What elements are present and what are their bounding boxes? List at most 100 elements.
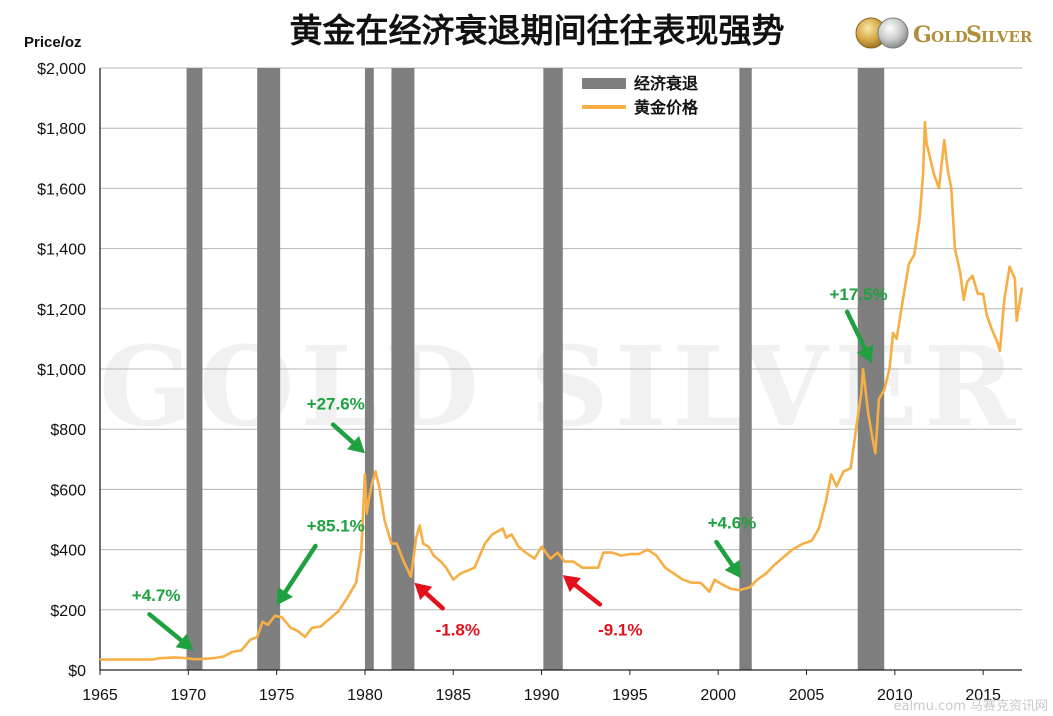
data-point-0-6 xyxy=(193,658,195,660)
data-point-0-50 xyxy=(484,542,486,545)
y-tick-label-2: $400 xyxy=(50,543,86,560)
data-point-0-87 xyxy=(784,555,786,557)
logo-text-old: OLD xyxy=(931,28,968,46)
data-point-0-37 xyxy=(403,561,405,563)
data-point-0-99 xyxy=(862,368,864,370)
annotation-arrow-head-1 xyxy=(276,586,293,606)
data-point-0-22 xyxy=(320,625,322,627)
annotation-arrow-head-3 xyxy=(414,582,433,601)
data-point-0-34 xyxy=(383,518,385,521)
data-point-0-11 xyxy=(240,649,242,652)
data-point-0-7 xyxy=(201,658,204,660)
data-point-0-33 xyxy=(378,485,380,487)
data-point-0-90 xyxy=(811,539,813,542)
data-point-0-79 xyxy=(714,579,716,581)
corner-watermark: ealmu.com 马赛克资讯网 xyxy=(893,698,1048,714)
data-point-0-74 xyxy=(673,573,675,575)
y-tick-label-10: $2,000 xyxy=(37,61,86,78)
data-point-0-18 xyxy=(290,627,292,629)
data-point-0-12 xyxy=(249,639,251,641)
data-point-0-32 xyxy=(374,470,377,472)
data-point-0-20 xyxy=(304,636,306,638)
data-point-0-21 xyxy=(311,627,313,629)
annotation-arrow-shaft-1 xyxy=(283,543,318,595)
x-tick-label-3: 1980 xyxy=(347,687,383,704)
data-point-0-0 xyxy=(99,658,101,661)
data-point-0-64 xyxy=(590,567,592,569)
data-point-0-94 xyxy=(835,485,838,487)
annotation-arrow-shaft-0 xyxy=(147,612,184,643)
data-point-0-55 xyxy=(518,545,520,548)
data-point-0-78 xyxy=(708,591,710,593)
data-point-0-54 xyxy=(510,533,513,536)
annotation-label-5: +4.6% xyxy=(708,514,757,533)
annotation-label-6: +17.5% xyxy=(829,285,887,304)
data-point-0-1 xyxy=(134,658,136,661)
annotation-arrow-head-5 xyxy=(724,559,742,579)
x-tick-label-0: 1965 xyxy=(82,687,118,704)
data-point-0-38 xyxy=(410,576,412,578)
data-point-0-8 xyxy=(214,657,216,659)
axes xyxy=(99,68,1022,671)
data-point-0-137 xyxy=(1021,287,1023,289)
data-point-0-85 xyxy=(765,573,767,575)
data-point-0-52 xyxy=(502,527,504,530)
data-point-0-84 xyxy=(756,579,758,581)
data-point-0-116 xyxy=(933,172,935,174)
silver-coin-icon xyxy=(877,17,909,49)
data-point-0-107 xyxy=(895,338,898,340)
data-point-0-109 xyxy=(908,263,910,265)
data-point-0-43 xyxy=(433,555,435,557)
annotation-arrow-shaft-6 xyxy=(844,309,868,351)
data-point-0-29 xyxy=(366,512,368,515)
legend-label-gold: 黄金价格 xyxy=(634,98,699,117)
y-tick-label-9: $1,800 xyxy=(37,121,86,138)
data-point-0-71 xyxy=(646,549,649,551)
data-point-0-28 xyxy=(364,473,366,475)
data-point-0-121 xyxy=(954,248,956,250)
data-point-0-112 xyxy=(922,172,924,174)
y-tick-label-6: $1,200 xyxy=(37,302,86,319)
recession-band-4 xyxy=(543,68,563,670)
annotation-arrow-head-2 xyxy=(347,435,365,454)
y-tick-label-7: $1,400 xyxy=(37,242,86,259)
recession-band-0 xyxy=(186,68,203,670)
data-point-0-47 xyxy=(459,573,461,575)
data-point-0-68 xyxy=(620,555,622,557)
data-point-0-46 xyxy=(452,579,454,581)
x-tick-labels: 1965 1970 1975 1980 1985 1990 1995 2000 2005 2010… xyxy=(82,670,1001,704)
data-point-0-102 xyxy=(874,452,876,454)
data-point-0-100 xyxy=(867,413,869,415)
x-tick-label-4: 1985 xyxy=(435,687,471,704)
data-point-0-98 xyxy=(860,392,862,394)
data-point-0-110 xyxy=(913,254,915,256)
data-point-0-23 xyxy=(329,618,331,620)
data-point-0-108 xyxy=(901,305,903,307)
data-point-0-105 xyxy=(888,368,891,370)
brand-logo: G OLD S ILVER xyxy=(855,17,1033,49)
data-point-0-113 xyxy=(924,121,926,123)
data-point-0-119 xyxy=(947,169,949,171)
data-point-0-73 xyxy=(664,567,666,569)
data-point-0-82 xyxy=(738,589,740,591)
data-point-0-25 xyxy=(346,597,348,599)
data-point-0-62 xyxy=(572,561,574,563)
data-point-0-95 xyxy=(843,470,845,472)
data-point-0-77 xyxy=(699,582,702,584)
data-point-0-134 xyxy=(1014,278,1016,280)
data-point-0-92 xyxy=(825,500,827,503)
data-point-0-9 xyxy=(223,655,225,658)
annotation-arrow-head-6 xyxy=(856,344,874,363)
data-point-0-128 xyxy=(986,314,988,316)
data-point-0-129 xyxy=(991,329,993,331)
data-point-0-111 xyxy=(918,217,921,220)
data-point-0-48 xyxy=(466,570,468,572)
chart-title: 黄金在经济衰退期间往往表现强势 xyxy=(290,11,785,50)
annotation-arrow-head-0 xyxy=(175,633,194,651)
data-point-0-69 xyxy=(629,553,631,555)
annotation-label-3: -1.8% xyxy=(436,620,480,639)
data-point-0-124 xyxy=(966,281,968,283)
data-point-0-75 xyxy=(682,579,684,581)
data-point-0-4 xyxy=(173,656,175,658)
